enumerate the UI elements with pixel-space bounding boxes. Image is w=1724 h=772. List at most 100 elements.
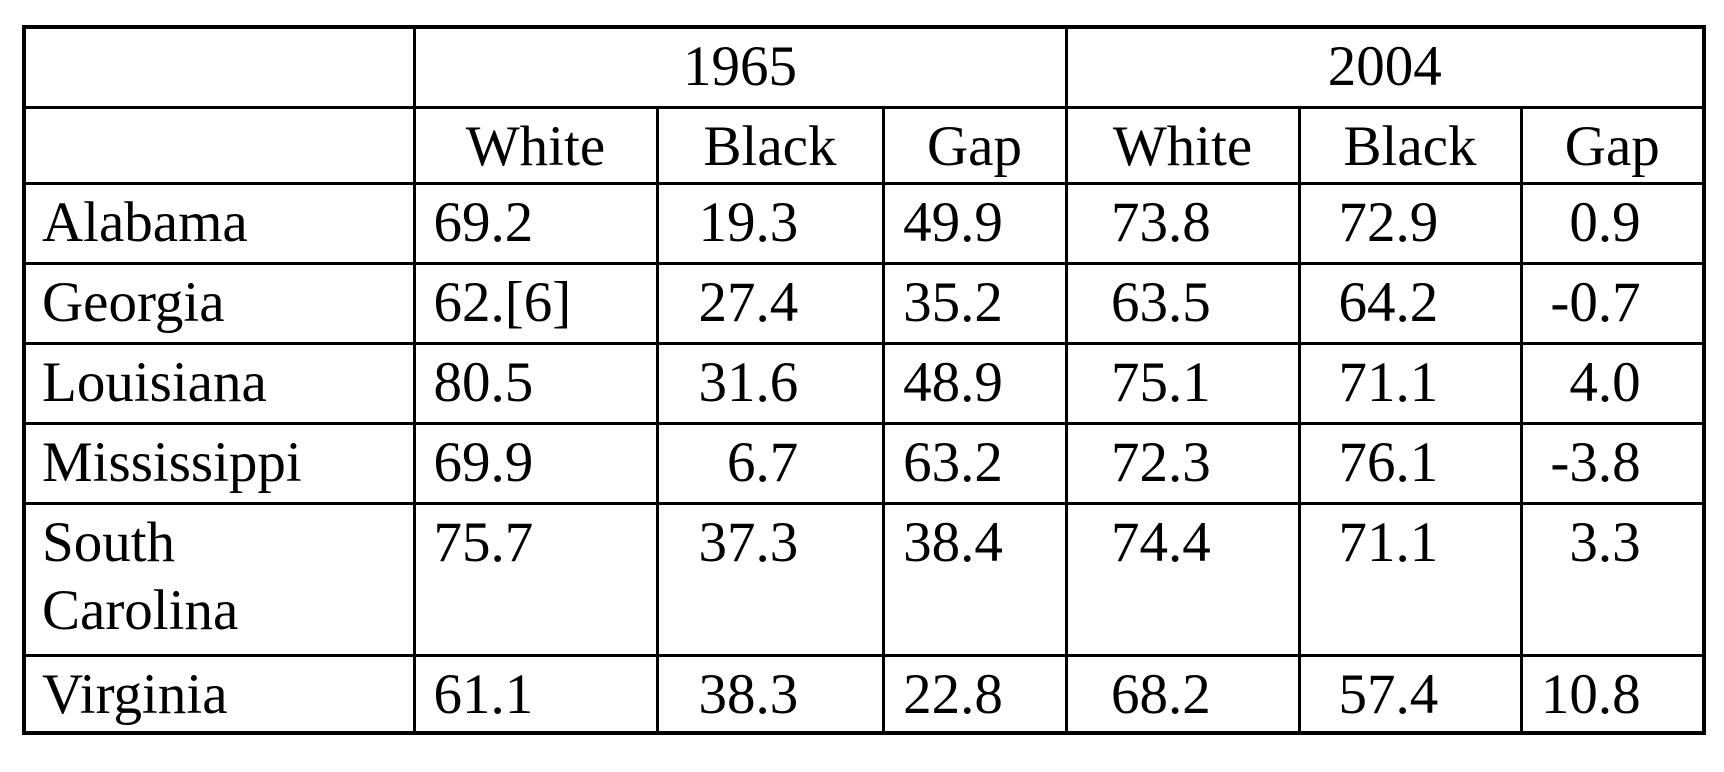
state-cell: Louisiana <box>22 341 416 425</box>
value-integer-part: 71. <box>1338 510 1410 574</box>
cell-1965-gap: 49.9 <box>881 181 1068 265</box>
value-fraction-part: 6 <box>769 350 799 414</box>
value-integer-part: 6. <box>727 430 770 494</box>
value-fraction-part: 4 <box>769 270 799 334</box>
registration-rates-table: 1965 2004 White Black Gap White Black Ga… <box>22 25 1707 735</box>
cell-2004-gap: 3.3 <box>1519 501 1706 657</box>
state-cell: South Carolina <box>22 501 416 657</box>
cell-1965-gap: 63.2 <box>881 421 1068 505</box>
cell-1965-black: 31.6 <box>655 341 885 425</box>
cell-1965-white: 80.5 <box>412 341 659 425</box>
value-integer-part: 64. <box>1338 270 1410 334</box>
value-integer-part: 75. <box>1111 350 1183 414</box>
value-fraction-part: 1 <box>1409 430 1439 494</box>
value-fraction-part: 3 <box>769 190 799 254</box>
value-integer-part: 63. <box>1111 270 1183 334</box>
value-fraction-part: 2 <box>1182 662 1211 726</box>
table-row-louisiana: Louisiana 80.5 31.6 48.9 75.1 71.1 4.0 <box>22 341 1706 425</box>
value-fraction-part: 2 <box>1409 270 1439 334</box>
cell-2004-gap: -0.7 <box>1519 261 1706 345</box>
value-integer-part: 63. <box>903 430 975 494</box>
cell-2004-black: 71.1 <box>1297 341 1523 425</box>
table-row-virginia: Virginia 61.1 38.3 22.8 68.2 57.4 10.8 <box>22 653 1706 735</box>
col-header-1965-gap: Gap <box>881 105 1068 185</box>
table-row-south-carolina: South Carolina 75.7 37.3 38.4 74.4 71.1 … <box>22 501 1706 657</box>
value-fraction-part: 1 <box>1409 350 1439 414</box>
cell-2004-black: 72.9 <box>1297 181 1523 265</box>
cell-1965-black: 38.3 <box>655 653 885 735</box>
value-fraction-part: 7 <box>769 430 799 494</box>
cell-1965-white: 69.2 <box>412 181 659 265</box>
value-integer-part: 68. <box>1111 662 1183 726</box>
table-row-georgia: Georgia 62.[6] 27.4 35.2 63.5 64.2 -0.7 <box>22 261 1706 345</box>
cell-2004-white: 63.5 <box>1064 261 1301 345</box>
cell-2004-gap: 0.9 <box>1519 181 1706 265</box>
col-header-2004-white: White <box>1064 105 1301 185</box>
cell-1965-gap: 38.4 <box>881 501 1068 657</box>
cell-2004-black: 64.2 <box>1297 261 1523 345</box>
value-integer-part: 10. <box>1540 662 1613 726</box>
table-row-mississippi: Mississippi 69.9 6.7 63.2 72.3 76.1 -3.8 <box>22 421 1706 505</box>
year-header-2004: 2004 <box>1064 25 1706 109</box>
value-integer-part: 3. <box>1569 510 1613 574</box>
value-fraction-part: 3 <box>769 510 799 574</box>
cell-2004-gap: -3.8 <box>1519 421 1706 505</box>
state-cell: Virginia <box>22 653 416 735</box>
value-fraction-part: 9 <box>1409 190 1439 254</box>
cell-1965-white: 75.7 <box>412 501 659 657</box>
value-fraction-part: 4 <box>974 510 1003 574</box>
value-integer-part: 74. <box>1111 510 1183 574</box>
value-fraction-part: 1 <box>1182 350 1211 414</box>
value-integer-part: 27. <box>698 270 770 334</box>
col-header-2004-gap: Gap <box>1519 105 1706 185</box>
cell-1965-gap: 22.8 <box>881 653 1068 735</box>
value-fraction-part: 8 <box>974 662 1003 726</box>
value-integer-part: 37. <box>698 510 770 574</box>
value-integer-part: 48. <box>903 350 975 414</box>
value-fraction-part: 3 <box>769 662 799 726</box>
year-header-1965: 1965 <box>412 25 1068 109</box>
value-integer-part: 38. <box>903 510 975 574</box>
cell-2004-white: 72.3 <box>1064 421 1301 505</box>
value-fraction-part: 4 <box>1182 510 1211 574</box>
cell-1965-white: 62.[6] <box>412 261 659 345</box>
value-fraction-part: 9 <box>1612 190 1641 254</box>
value-integer-part: 22. <box>903 662 975 726</box>
cell-1965-white: 69.9 <box>412 421 659 505</box>
value-fraction-part: 8 <box>1612 662 1641 726</box>
cell-2004-black: 71.1 <box>1297 501 1523 657</box>
col-header-1965-black: Black <box>655 105 885 185</box>
value-fraction-part: 4 <box>1409 662 1439 726</box>
state-cell: Mississippi <box>22 421 416 505</box>
value-integer-part: 76. <box>1338 430 1410 494</box>
value-fraction-part: 1 <box>1409 510 1439 574</box>
value-integer-part: 19. <box>698 190 770 254</box>
value-fraction-part: 8 <box>1612 430 1641 494</box>
cell-2004-white: 74.4 <box>1064 501 1301 657</box>
value-integer-part: 49. <box>903 190 975 254</box>
cell-1965-gap: 48.9 <box>881 341 1068 425</box>
value-integer-part: 71. <box>1338 350 1410 414</box>
col-header-2004-black: Black <box>1297 105 1523 185</box>
value-fraction-part: 0 <box>1612 350 1641 414</box>
value-integer-part: 31. <box>698 350 770 414</box>
value-integer-part: 35. <box>903 270 975 334</box>
value-fraction-part: 2 <box>974 270 1003 334</box>
cell-2004-white: 75.1 <box>1064 341 1301 425</box>
cell-2004-white: 68.2 <box>1064 653 1301 735</box>
cell-2004-gap: 10.8 <box>1519 653 1706 735</box>
cell-1965-gap: 35.2 <box>881 261 1068 345</box>
value-fraction-part: 3 <box>1182 430 1211 494</box>
year-header-row: 1965 2004 <box>22 25 1706 109</box>
state-cell: Alabama <box>22 181 416 265</box>
value-integer-part: 38. <box>698 662 770 726</box>
cell-1965-black: 19.3 <box>655 181 885 265</box>
value-fraction-part: 8 <box>1182 190 1211 254</box>
cell-2004-black: 76.1 <box>1297 421 1523 505</box>
value-integer-part: 4. <box>1569 350 1613 414</box>
cell-1965-black: 37.3 <box>655 501 885 657</box>
cell-2004-black: 57.4 <box>1297 653 1523 735</box>
value-fraction-part: 3 <box>1612 510 1641 574</box>
cell-2004-gap: 4.0 <box>1519 341 1706 425</box>
